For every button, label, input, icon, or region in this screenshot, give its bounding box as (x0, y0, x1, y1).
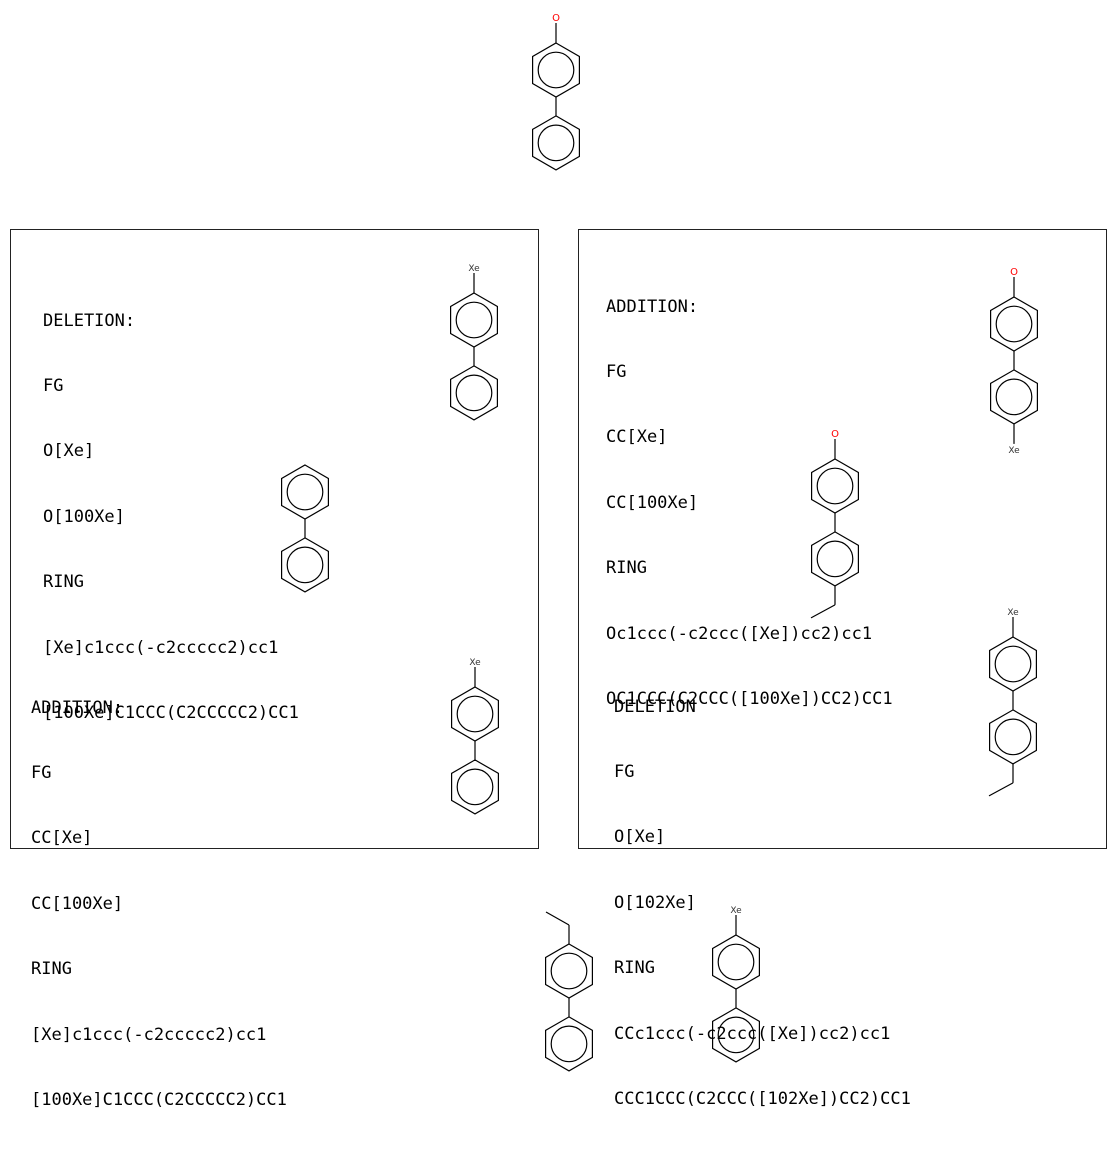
benzene-ring (989, 296, 1039, 352)
aromatic-circle (455, 374, 493, 412)
right-addition-fg-heading: FG (606, 361, 627, 382)
benzene-ring (544, 943, 594, 999)
left-deletion-fg-heading: FG (43, 375, 64, 396)
left-deletion-fg-smiles: O[Xe] (43, 441, 95, 462)
aromatic-circle (550, 1025, 588, 1063)
aromatic-circle (456, 695, 494, 733)
benzene-ring (988, 709, 1038, 765)
mol-bottom-ethyl-biphenyl (544, 911, 594, 1072)
right-panel (578, 229, 1107, 849)
left-addition-ring-heading: RING (31, 959, 72, 980)
benzene-ring (988, 636, 1038, 692)
aromatic-circle (537, 51, 575, 89)
right-addition-ring-smiles: Oc1ccc(-c2ccc([Xe])cc2)cc1 (606, 623, 873, 644)
aromatic-circle (286, 546, 324, 584)
right-deletion-fg-smiles: O[Xe] (614, 827, 666, 848)
mol-right-hydroxy-ethyl-biphenyl: O (810, 429, 860, 619)
left-addition-fg-heading: FG (31, 762, 52, 783)
left-deletion-text: DELETION: FG O[Xe] O[100Xe] RING [Xe]c1c… (43, 267, 299, 768)
right-deletion-ring-smiles: CCc1ccc(-c2ccc([Xe])cc2)cc1 (614, 1023, 891, 1044)
left-addition-ring-isotope: [100Xe]C1CCC(C2CCCCC2)CC1 (31, 1089, 287, 1110)
right-deletion-fg-heading: FG (614, 761, 635, 782)
mol-top-hydroxybiphenyl: O (531, 13, 581, 171)
right-addition-fg-smiles: CC[Xe] (606, 427, 668, 448)
benzene-ring (989, 369, 1039, 425)
benzene-ring (451, 686, 499, 742)
benzene-ring (531, 115, 581, 171)
aromatic-circle (550, 952, 588, 990)
ethyl-bond (810, 604, 836, 619)
benzene-ring (810, 531, 860, 587)
xenon-atom-label: Xe (1007, 608, 1019, 618)
right-deletion-header: DELETION (614, 696, 696, 717)
mol-left-center-biphenyl (281, 464, 329, 593)
right-addition-fg-isotope: CC[100Xe] (606, 492, 699, 513)
mol-left-deletion-xenon-biphenyl: Xe (450, 264, 498, 421)
left-addition-ring-smiles: [Xe]c1ccc(-c2ccccc2)cc1 (31, 1024, 267, 1045)
right-addition-ring-heading: RING (606, 558, 647, 579)
left-addition-fg-isotope: CC[100Xe] (31, 893, 124, 914)
aromatic-circle (286, 473, 324, 511)
right-deletion-ring-heading: RING (614, 958, 655, 979)
aromatic-circle (816, 467, 854, 505)
benzene-ring (810, 458, 860, 514)
aromatic-circle (455, 301, 493, 339)
benzene-ring (450, 292, 498, 348)
right-addition-text: ADDITION: FG CC[Xe] CC[100Xe] RING Oc1cc… (606, 253, 893, 754)
right-addition-ring-isotope: OC1CCC(C2CCC([100Xe])CC2)CC1 (606, 688, 893, 709)
left-deletion-header: DELETION: (43, 310, 136, 331)
aromatic-circle (717, 943, 755, 981)
benzene-ring (531, 42, 581, 98)
left-addition-header: ADDITION: (31, 697, 124, 718)
left-deletion-ring-smiles: [Xe]c1ccc(-c2ccccc2)cc1 (43, 637, 279, 658)
benzene-ring (544, 1016, 594, 1072)
mol-right-xenon-ethyl-biphenyl: Xe (988, 608, 1038, 797)
left-deletion-fg-isotope: O[100Xe] (43, 506, 125, 527)
aromatic-circle (537, 124, 575, 162)
benzene-ring (711, 934, 761, 990)
mol-right-hydroxy-xenon-biphenyl: O Xe (989, 267, 1039, 456)
ethyl-bond (545, 911, 570, 926)
benzene-ring (711, 1007, 761, 1063)
xenon-atom-label: Xe (468, 264, 480, 274)
aromatic-circle (456, 768, 494, 806)
right-deletion-fg-isotope: O[102Xe] (614, 892, 696, 913)
benzene-ring (281, 464, 329, 520)
oxygen-atom-label: O (1010, 267, 1018, 278)
molecule-drawings: O Xe Xe O Xe O Xe Xe (281, 13, 1039, 1072)
benzene-ring (451, 759, 499, 815)
ethyl-bond (988, 782, 1014, 797)
xenon-atom-label: Xe (730, 906, 742, 916)
benzene-ring (281, 537, 329, 593)
aromatic-circle (816, 540, 854, 578)
xenon-atom-label: Xe (469, 658, 481, 668)
left-deletion-ring-isotope: [100Xe]C1CCC(C2CCCCC2)CC1 (43, 702, 299, 723)
xenon-atom-label: Xe (1008, 446, 1020, 456)
aromatic-circle (995, 305, 1033, 343)
oxygen-atom-label: O (831, 429, 839, 440)
mol-bottom-xenon-biphenyl: Xe (711, 906, 761, 1063)
mol-left-addition-xenon-biphenyl: Xe (451, 658, 499, 815)
left-deletion-ring-heading: RING (43, 572, 84, 593)
right-addition-header: ADDITION: (606, 296, 699, 317)
oxygen-atom-label: O (552, 13, 560, 24)
benzene-ring (450, 365, 498, 421)
left-addition-fg-smiles: CC[Xe] (31, 828, 93, 849)
aromatic-circle (717, 1016, 755, 1054)
aromatic-circle (995, 378, 1033, 416)
diagram-canvas: DELETION: FG O[Xe] O[100Xe] RING [Xe]c1c… (10, 13, 1107, 1110)
aromatic-circle (994, 645, 1032, 683)
aromatic-circle (994, 718, 1032, 756)
